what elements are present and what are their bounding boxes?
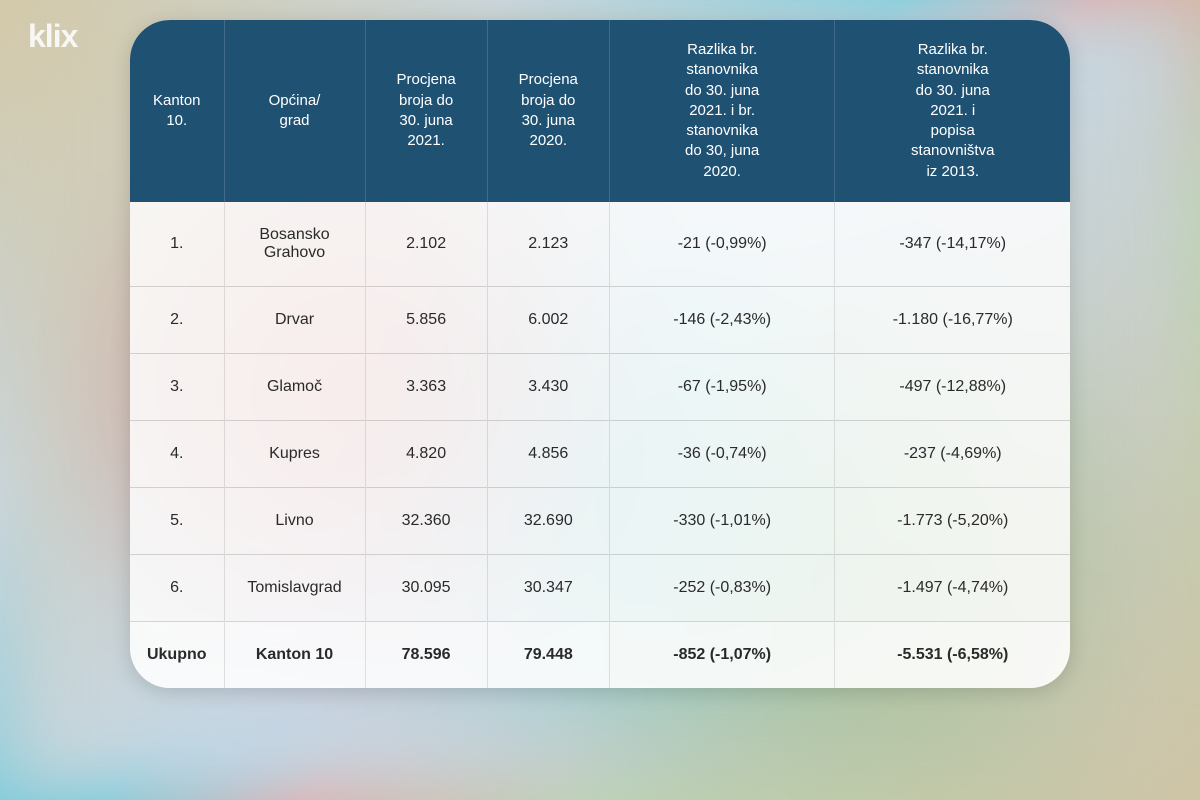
cell-d2: -1.773 (-5,20%): [835, 487, 1070, 554]
cell-d1: -252 (-0,83%): [609, 554, 835, 621]
table-row: 2.Drvar5.8566.002-146 (-2,43%)-1.180 (-1…: [130, 286, 1070, 353]
total-cell-d2: -5.531 (-6,58%): [835, 621, 1070, 688]
cell-d1: -330 (-1,01%): [609, 487, 835, 554]
table-row: 5.Livno32.36032.690-330 (-1,01%)-1.773 (…: [130, 487, 1070, 554]
cell-v2: 4.856: [487, 420, 609, 487]
cell-v1: 2.102: [365, 202, 487, 287]
cell-name: Glamoč: [224, 353, 365, 420]
table-header: Kanton10. Općina/grad Procjenabroja do30…: [130, 20, 1070, 202]
col-estimate-2021-header: Procjenabroja do30. juna2021.: [365, 20, 487, 202]
cell-idx: 1.: [130, 202, 224, 287]
cell-name: Drvar: [224, 286, 365, 353]
watermark-logo: klix: [28, 18, 77, 55]
cell-d2: -1.180 (-16,77%): [835, 286, 1070, 353]
cell-d1: -67 (-1,95%): [609, 353, 835, 420]
table-row: 1.BosanskoGrahovo2.1022.123-21 (-0,99%)-…: [130, 202, 1070, 287]
cell-v1: 5.856: [365, 286, 487, 353]
cell-idx: 5.: [130, 487, 224, 554]
table-total-row: UkupnoKanton 1078.59679.448-852 (-1,07%)…: [130, 621, 1070, 688]
cell-d1: -21 (-0,99%): [609, 202, 835, 287]
col-municipality-header: Općina/grad: [224, 20, 365, 202]
cell-idx: 2.: [130, 286, 224, 353]
total-cell-d1: -852 (-1,07%): [609, 621, 835, 688]
table-body: 1.BosanskoGrahovo2.1022.123-21 (-0,99%)-…: [130, 202, 1070, 688]
cell-v1: 3.363: [365, 353, 487, 420]
cell-v1: 32.360: [365, 487, 487, 554]
population-table-container: Kanton10. Općina/grad Procjenabroja do30…: [130, 20, 1070, 688]
cell-name: Tomislavgrad: [224, 554, 365, 621]
cell-name: Kupres: [224, 420, 365, 487]
cell-idx: 4.: [130, 420, 224, 487]
cell-v2: 32.690: [487, 487, 609, 554]
col-index-header: Kanton10.: [130, 20, 224, 202]
cell-v2: 30.347: [487, 554, 609, 621]
cell-idx: 6.: [130, 554, 224, 621]
table-row: 3.Glamoč3.3633.430-67 (-1,95%)-497 (-12,…: [130, 353, 1070, 420]
cell-d2: -1.497 (-4,74%): [835, 554, 1070, 621]
cell-name: Livno: [224, 487, 365, 554]
cell-d2: -347 (-14,17%): [835, 202, 1070, 287]
cell-v1: 30.095: [365, 554, 487, 621]
total-cell-name: Kanton 10: [224, 621, 365, 688]
total-cell-v2: 79.448: [487, 621, 609, 688]
cell-v2: 3.430: [487, 353, 609, 420]
population-table: Kanton10. Općina/grad Procjenabroja do30…: [130, 20, 1070, 688]
table-row: 4.Kupres4.8204.856-36 (-0,74%)-237 (-4,6…: [130, 420, 1070, 487]
table-row: 6.Tomislavgrad30.09530.347-252 (-0,83%)-…: [130, 554, 1070, 621]
col-diff-2013-header: Razlika br.stanovnikado 30. juna2021. ip…: [835, 20, 1070, 202]
col-estimate-2020-header: Procjenabroja do30. juna2020.: [487, 20, 609, 202]
cell-v1: 4.820: [365, 420, 487, 487]
cell-d1: -146 (-2,43%): [609, 286, 835, 353]
cell-d2: -237 (-4,69%): [835, 420, 1070, 487]
cell-name: BosanskoGrahovo: [224, 202, 365, 287]
total-cell-idx: Ukupno: [130, 621, 224, 688]
cell-idx: 3.: [130, 353, 224, 420]
cell-v2: 6.002: [487, 286, 609, 353]
cell-v2: 2.123: [487, 202, 609, 287]
col-diff-2020-header: Razlika br.stanovnikado 30. juna2021. i …: [609, 20, 835, 202]
total-cell-v1: 78.596: [365, 621, 487, 688]
cell-d2: -497 (-12,88%): [835, 353, 1070, 420]
cell-d1: -36 (-0,74%): [609, 420, 835, 487]
